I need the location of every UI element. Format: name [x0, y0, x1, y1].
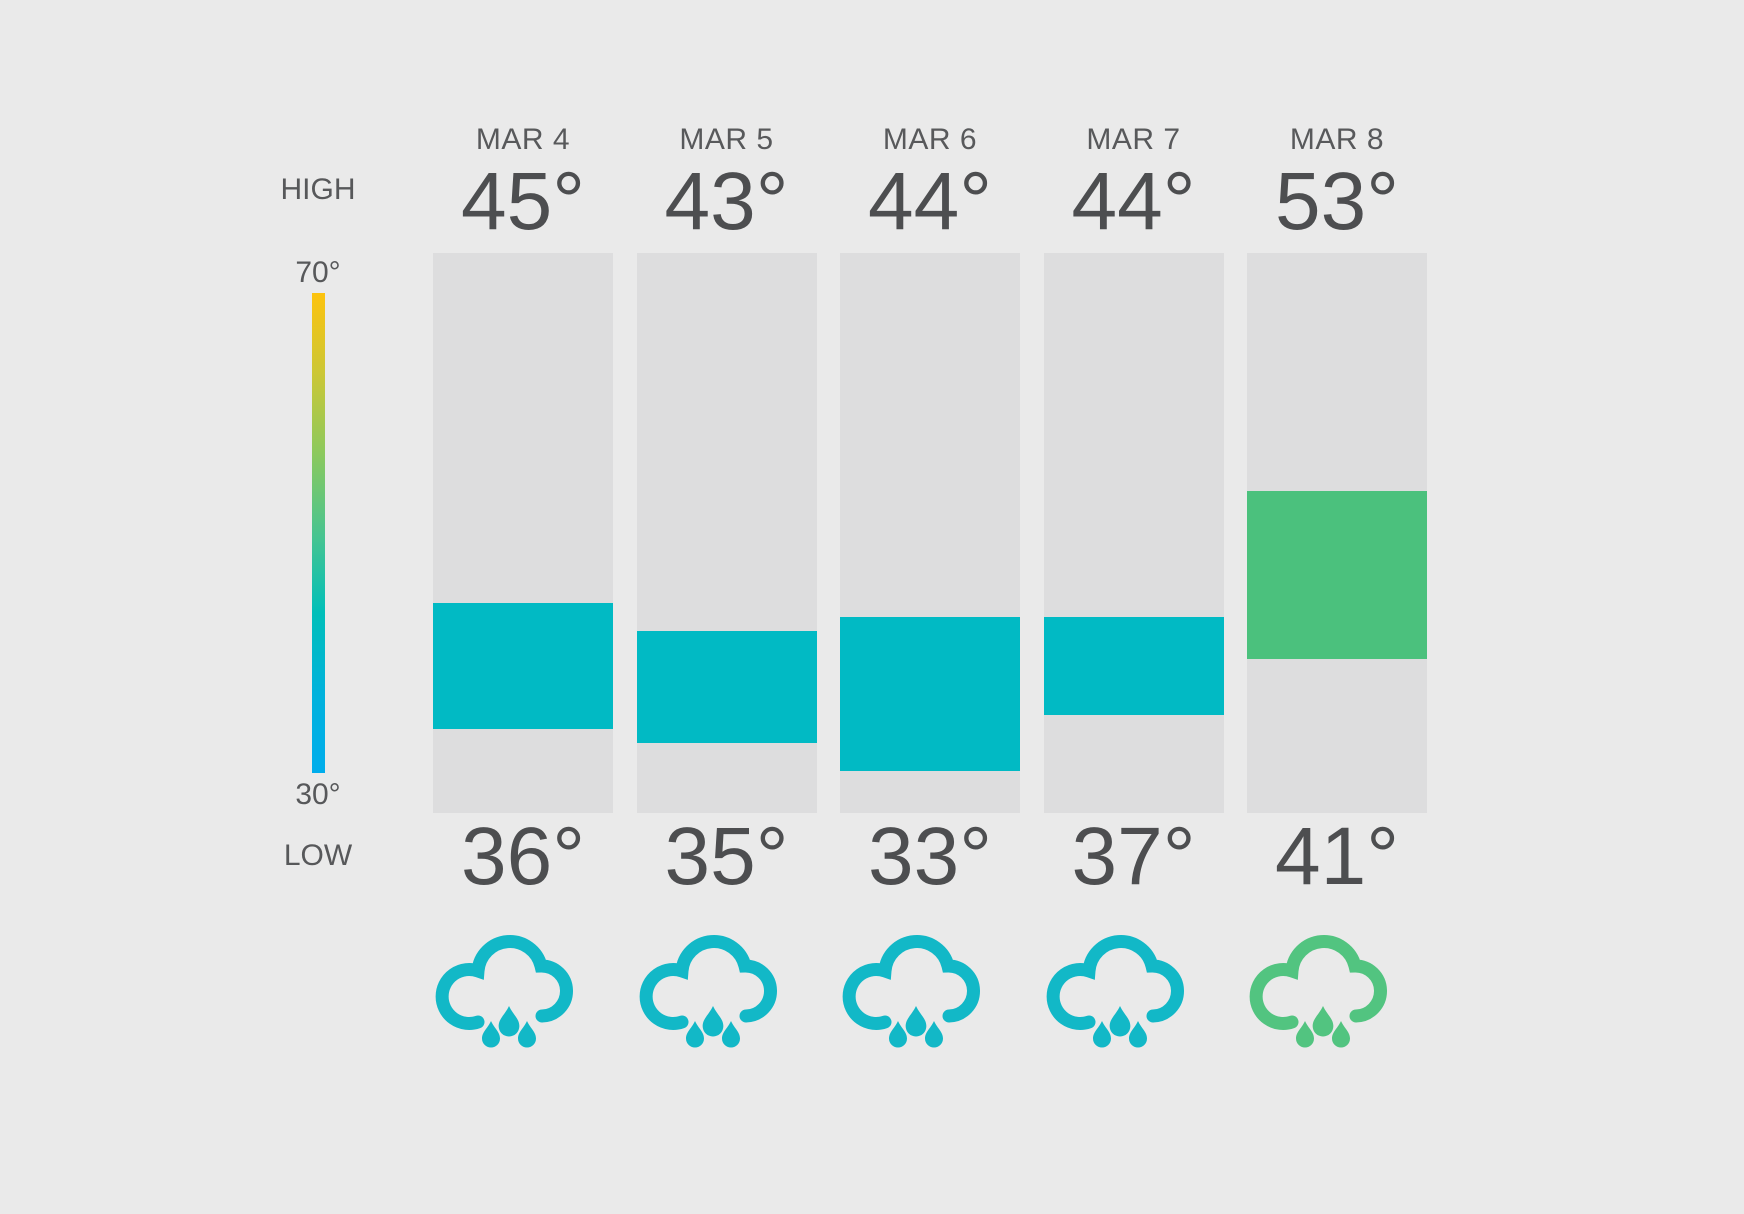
day-date-label: MAR 7: [1086, 123, 1181, 156]
forecast-day-column: MAR 6 44° 33°: [840, 0, 1020, 1214]
temperature-track: [433, 253, 613, 813]
temperature-track: [636, 253, 817, 813]
day-low-temp: 41°: [1274, 811, 1399, 902]
day-date-label: MAR 5: [679, 123, 774, 156]
day-low-temp: 36°: [460, 811, 585, 902]
day-high-temp: 44°: [867, 156, 992, 247]
scale-min-tick: 30°: [295, 778, 341, 811]
temperature-track: [840, 253, 1020, 813]
rain-cloud-icon: [627, 926, 827, 1058]
temperature-range-bar: [1247, 491, 1427, 659]
forecast-day-column: MAR 5 43° 35°: [636, 0, 817, 1214]
day-high-temp: 45°: [460, 156, 585, 247]
temperature-track: [1247, 253, 1427, 813]
day-high-temp: 43°: [664, 156, 789, 247]
day-date-label: MAR 4: [475, 123, 571, 156]
day-high-temp: 44°: [1071, 156, 1196, 247]
day-date-label: MAR 8: [1289, 123, 1385, 156]
scale-max-tick: 70°: [295, 256, 341, 289]
temperature-gradient-bar: [312, 293, 325, 773]
forecast-day-column: MAR 7 44° 37°: [1043, 0, 1224, 1214]
temperature-range-bar: [636, 631, 817, 743]
rain-cloud-icon: [1034, 926, 1234, 1058]
high-label: HIGH: [280, 173, 356, 206]
low-label: LOW: [283, 839, 353, 872]
temperature-range-bar: [840, 617, 1020, 771]
forecast-day-column: MAR 8 53° 41°: [1247, 0, 1427, 1214]
rain-cloud-icon: [830, 926, 1030, 1058]
temperature-track: [1043, 253, 1224, 813]
rain-cloud-icon: [423, 926, 623, 1058]
forecast-day-column: MAR 4 45° 36°: [433, 0, 613, 1214]
day-low-temp: 35°: [664, 811, 789, 902]
temperature-range-bar: [1043, 617, 1224, 715]
rain-cloud-icon: [1237, 926, 1437, 1058]
day-high-temp: 53°: [1274, 156, 1399, 247]
day-date-label: MAR 6: [882, 123, 978, 156]
day-low-temp: 37°: [1071, 811, 1196, 902]
day-low-temp: 33°: [867, 811, 992, 902]
temperature-range-bar: [433, 603, 613, 729]
